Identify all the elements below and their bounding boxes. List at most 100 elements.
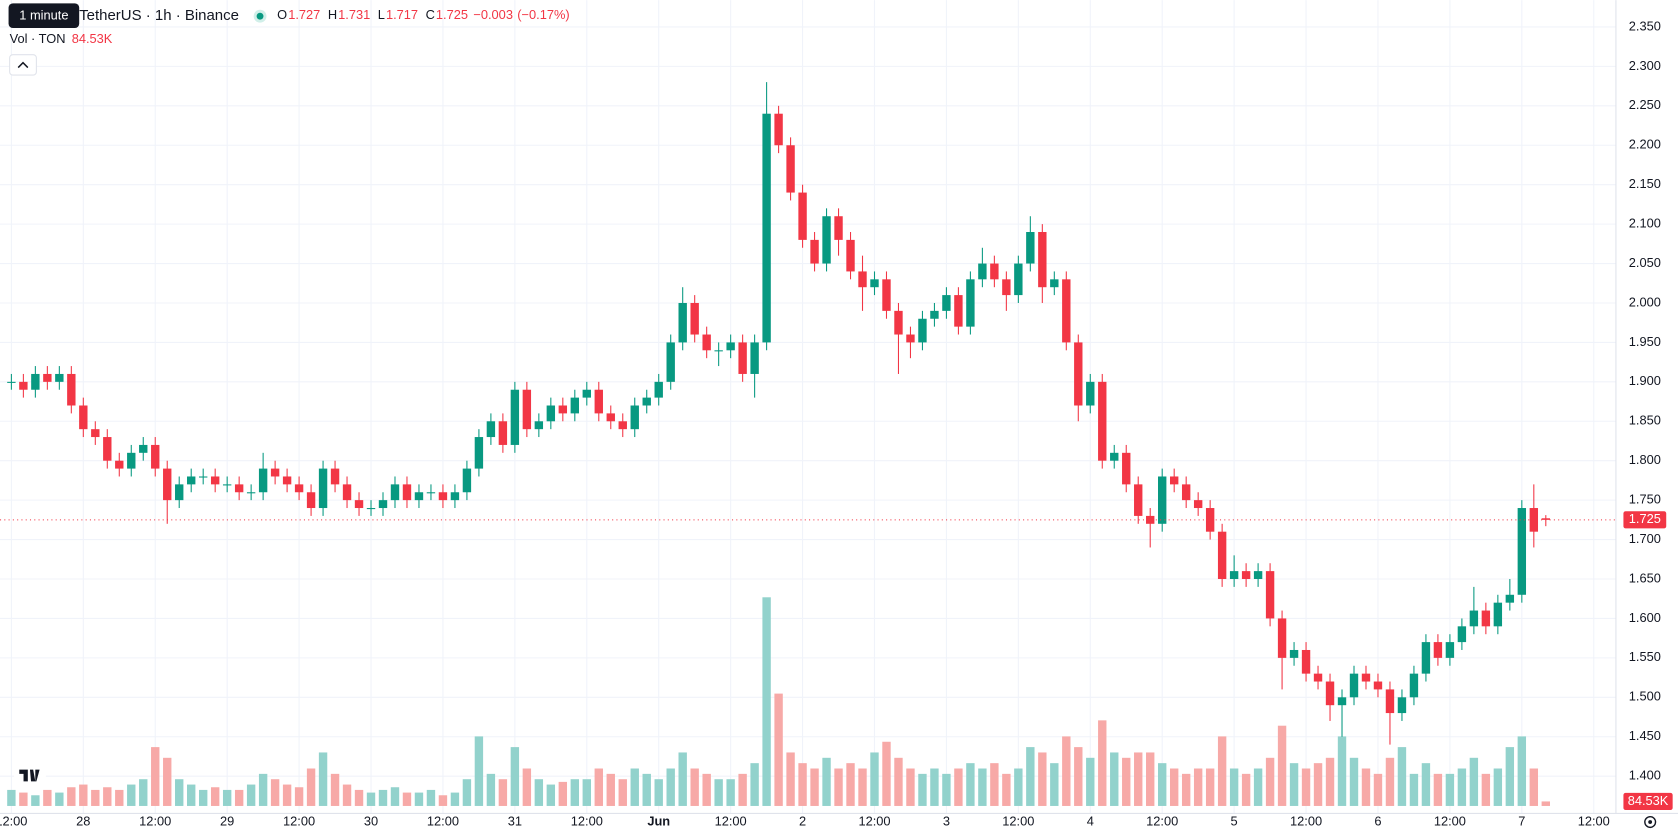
volume-bar: [1229, 768, 1239, 806]
candle-body: [103, 437, 112, 461]
candle-body: [882, 279, 891, 311]
volume-bar: [151, 747, 160, 806]
candle-body: [846, 239, 855, 272]
volume-bar: [534, 779, 544, 806]
candle-body: [342, 484, 352, 501]
volume-bar: [1026, 747, 1035, 806]
volume-bar: [1014, 768, 1023, 806]
settings-icon-center: [1648, 820, 1653, 824]
candle-body: [1349, 673, 1359, 698]
volume-bar: [1181, 773, 1191, 806]
candle-body: [462, 468, 472, 493]
volume-bar: [1541, 801, 1550, 806]
candle-body: [1169, 476, 1179, 485]
volume-bar: [1445, 773, 1455, 806]
y-tick-label: 2.050: [1629, 255, 1661, 270]
x-tick-label: 29: [220, 813, 234, 828]
candle-body: [930, 310, 939, 319]
candle-body: [115, 460, 124, 469]
volume-bar: [306, 768, 316, 806]
volume-bar: [978, 768, 987, 806]
x-tick-label: 12:00: [1002, 813, 1034, 828]
candle-body: [1541, 518, 1550, 520]
x-tick-label: 12:00: [1434, 813, 1466, 828]
y-tick-label: 1.400: [1629, 768, 1661, 783]
volume-bar: [127, 784, 136, 806]
volume-bar: [1265, 757, 1275, 806]
candle-body: [1146, 515, 1155, 524]
candle-body: [19, 381, 28, 390]
candle-body: [1229, 571, 1239, 580]
price-pane: [7, 82, 1550, 745]
collapse-button[interactable]: [9, 54, 37, 76]
volume-bar: [1337, 736, 1347, 806]
volume-bar: [966, 763, 975, 806]
candle-body: [1050, 279, 1059, 288]
volume-bar: [19, 792, 28, 806]
candle-body: [1373, 681, 1383, 690]
candle-body: [163, 468, 172, 501]
candle-body: [187, 476, 196, 485]
candle-body: [1098, 381, 1107, 461]
ohlc-key: H: [328, 8, 337, 23]
candle-body: [1361, 673, 1371, 682]
volume-bar: [1050, 763, 1059, 806]
volume-bar: [103, 787, 112, 806]
volume-bar: [1158, 763, 1167, 806]
candle-body: [1217, 531, 1227, 580]
candle-body: [834, 216, 843, 240]
x-tick-label: 6: [1374, 813, 1381, 828]
volume-bar: [882, 741, 891, 806]
candle-body: [438, 492, 448, 501]
candle-body: [1529, 508, 1539, 532]
candle-body: [618, 421, 627, 430]
y-tick-label: 2.100: [1629, 216, 1661, 231]
volume-bar: [210, 787, 220, 806]
candle-body: [1313, 673, 1323, 682]
y-tick-label: 1.550: [1629, 649, 1661, 664]
candle-body: [906, 334, 915, 343]
change: −0.003: [473, 8, 513, 23]
volume-bar: [738, 773, 747, 806]
candle-body: [1086, 381, 1095, 406]
settings[interactable]: [1644, 815, 1657, 829]
settings-icon[interactable]: [1644, 815, 1657, 829]
candle-body: [474, 437, 484, 469]
volume-bar: [774, 693, 783, 806]
volume-bar: [1325, 757, 1335, 806]
volume-bar: [1349, 757, 1359, 806]
candle-body: [1325, 681, 1335, 706]
candle-body: [1301, 649, 1311, 674]
volume-bar: [342, 784, 352, 806]
symbol-title[interactable]: TetherUS · 1h · Binance: [79, 7, 239, 24]
candle-body: [7, 381, 16, 383]
volume-bar: [1409, 773, 1419, 806]
candle-body: [330, 468, 340, 485]
volume-bar: [91, 789, 100, 806]
candle-body: [127, 452, 136, 469]
candle-body: [738, 342, 747, 374]
y-tick-label: 1.700: [1629, 531, 1661, 546]
x-tick-label: 3: [943, 813, 950, 828]
candle-body: [858, 271, 867, 288]
volume-bar: [1373, 773, 1383, 806]
candle-body: [642, 397, 651, 406]
x-tick-label: 7: [1518, 813, 1525, 828]
ohlc-key: O: [277, 8, 287, 23]
volume-bar: [1385, 757, 1395, 806]
candle-body: [810, 239, 819, 264]
volume-bar: [558, 781, 568, 806]
x-tick-label: 12:00: [571, 813, 603, 828]
collapse-icon: [17, 61, 29, 69]
candle-body: [1062, 279, 1071, 343]
volume-bar: [330, 773, 340, 806]
candle-body: [1193, 500, 1203, 509]
candle-body: [606, 413, 615, 422]
volume-bar: [1086, 757, 1095, 806]
volume-bar: [1397, 747, 1407, 806]
volume-bar: [666, 768, 675, 806]
header: 1 minute TetherUS · 1h · Binance O1.727 H…: [8, 3, 570, 76]
candle-body: [31, 373, 40, 390]
candle-body: [594, 389, 603, 414]
volume-bar: [1098, 720, 1107, 806]
